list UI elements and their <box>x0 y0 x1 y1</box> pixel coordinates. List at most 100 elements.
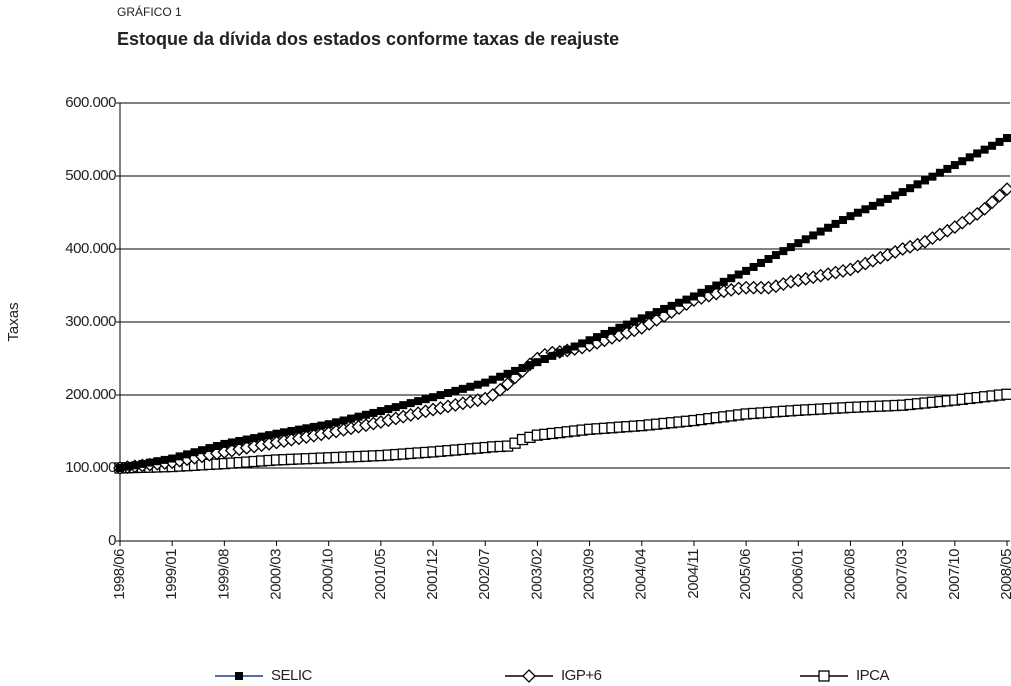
point <box>615 323 624 332</box>
point <box>436 391 445 400</box>
point <box>361 410 370 419</box>
point <box>600 329 609 338</box>
legend-label: IGP+6 <box>561 667 602 684</box>
point <box>637 314 646 323</box>
point <box>525 361 534 370</box>
point <box>727 274 736 283</box>
point <box>190 448 199 457</box>
point <box>824 223 833 232</box>
point <box>503 369 512 378</box>
point <box>406 399 415 408</box>
point <box>324 420 333 429</box>
point <box>332 418 341 427</box>
chart-title: Estoque da dívida dos estados conforme t… <box>117 29 619 49</box>
point <box>757 258 766 267</box>
point <box>257 432 266 441</box>
x-tick-label: 2005/06 <box>737 549 754 600</box>
point <box>242 435 251 444</box>
point <box>652 308 661 317</box>
point <box>675 298 684 307</box>
point <box>317 421 326 430</box>
x-tick-label: 2003/09 <box>581 549 598 600</box>
point <box>473 380 482 389</box>
point <box>660 304 669 313</box>
point <box>294 425 303 434</box>
point <box>235 672 243 680</box>
point <box>391 403 400 412</box>
point <box>771 251 780 260</box>
point <box>965 153 974 162</box>
point <box>302 424 311 433</box>
chart-label: GRÁFICO 1 <box>117 4 182 19</box>
point <box>347 414 356 423</box>
point <box>689 292 698 301</box>
x-tick-label: 2000/10 <box>320 549 337 600</box>
point <box>734 270 743 279</box>
point <box>1003 134 1011 143</box>
y-tick-label: 400.000 <box>65 240 116 257</box>
x-tick-label: 2008/05 <box>998 549 1011 600</box>
point <box>839 216 848 225</box>
point <box>891 191 900 200</box>
x-tick-label: 1999/08 <box>215 549 232 600</box>
point <box>518 363 527 372</box>
point <box>779 247 788 256</box>
point <box>868 201 877 210</box>
point <box>235 436 244 445</box>
point <box>1000 182 1011 197</box>
point <box>585 336 594 345</box>
y-tick-label: 600.000 <box>65 94 116 111</box>
point <box>481 378 490 387</box>
point <box>704 285 713 294</box>
x-tick-label: 1999/01 <box>163 549 180 600</box>
point <box>801 235 810 244</box>
point <box>749 262 758 271</box>
point <box>622 320 631 329</box>
point <box>488 375 497 384</box>
point <box>786 243 795 252</box>
series-line <box>119 137 1008 469</box>
legend-label: SELIC <box>271 667 313 684</box>
point <box>906 184 915 193</box>
point <box>831 219 840 228</box>
x-tick-label: 2006/01 <box>789 549 806 600</box>
point <box>369 408 378 417</box>
point <box>570 342 579 351</box>
point <box>511 366 520 375</box>
point <box>861 205 870 214</box>
point <box>818 670 830 682</box>
point <box>466 382 475 391</box>
x-tick-label: 2003/02 <box>528 549 545 600</box>
point <box>496 372 505 381</box>
point <box>1001 388 1011 400</box>
point <box>794 239 803 248</box>
point <box>429 393 438 402</box>
point <box>712 281 721 290</box>
point <box>414 397 423 406</box>
legend-label: IPCA <box>856 667 890 684</box>
point <box>935 168 944 177</box>
point <box>593 333 602 342</box>
point <box>493 382 508 397</box>
point <box>913 180 922 189</box>
point <box>130 461 139 470</box>
point <box>265 431 274 440</box>
point <box>719 277 728 286</box>
x-tick-label: 2004/04 <box>633 549 650 600</box>
point <box>809 231 818 240</box>
x-tick-label: 2007/03 <box>894 549 911 600</box>
x-tick-label: 2000/03 <box>267 549 284 600</box>
point <box>816 227 825 236</box>
point <box>145 458 154 467</box>
point <box>279 428 288 437</box>
point <box>921 176 930 185</box>
point <box>645 311 654 320</box>
point <box>309 422 318 431</box>
point <box>555 348 564 357</box>
point <box>183 450 192 459</box>
x-tick-label: 2001/05 <box>372 549 389 600</box>
point <box>995 137 1004 146</box>
x-tick-label: 2007/10 <box>946 549 963 600</box>
point <box>958 157 967 166</box>
point <box>500 377 515 391</box>
